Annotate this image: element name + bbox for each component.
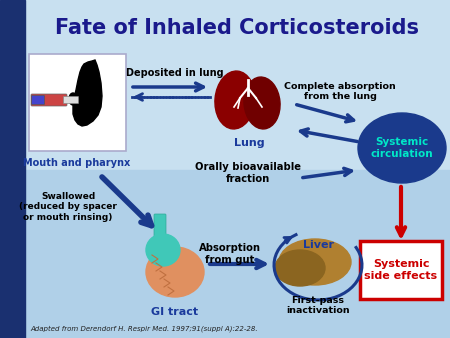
FancyBboxPatch shape bbox=[31, 94, 67, 106]
Text: Deposited in lung: Deposited in lung bbox=[126, 68, 224, 78]
FancyBboxPatch shape bbox=[32, 96, 45, 104]
FancyBboxPatch shape bbox=[29, 54, 126, 151]
Ellipse shape bbox=[244, 77, 280, 129]
Text: Systemic
circulation: Systemic circulation bbox=[371, 137, 433, 159]
FancyBboxPatch shape bbox=[154, 214, 166, 238]
Ellipse shape bbox=[146, 247, 204, 297]
Text: Liver: Liver bbox=[302, 240, 333, 250]
Text: Lung: Lung bbox=[234, 138, 264, 148]
Ellipse shape bbox=[358, 113, 446, 183]
Text: Orally bioavailable
fraction: Orally bioavailable fraction bbox=[195, 162, 301, 184]
Bar bbox=[0, 170, 450, 338]
Bar bbox=[0, 0, 25, 338]
Ellipse shape bbox=[69, 93, 77, 105]
FancyBboxPatch shape bbox=[63, 97, 78, 103]
Text: Absorption
from gut: Absorption from gut bbox=[199, 243, 261, 265]
Ellipse shape bbox=[275, 250, 325, 286]
Text: Adapted from Derendorf H. Respir Med. 1997;91(suppl A):22-28.: Adapted from Derendorf H. Respir Med. 19… bbox=[30, 325, 257, 332]
Ellipse shape bbox=[146, 234, 180, 266]
Text: Complete absorption
from the lung: Complete absorption from the lung bbox=[284, 82, 396, 101]
Text: Swallowed
(reduced by spacer
or mouth rinsing): Swallowed (reduced by spacer or mouth ri… bbox=[19, 192, 117, 222]
Text: First-pass
inactivation: First-pass inactivation bbox=[286, 296, 350, 315]
FancyBboxPatch shape bbox=[360, 241, 442, 299]
Text: Systemic
side effects: Systemic side effects bbox=[364, 259, 437, 281]
Text: GI tract: GI tract bbox=[152, 307, 198, 317]
Ellipse shape bbox=[215, 71, 255, 129]
Text: Mouth and pharynx: Mouth and pharynx bbox=[23, 158, 130, 168]
Ellipse shape bbox=[279, 239, 351, 285]
Polygon shape bbox=[73, 60, 102, 126]
Text: Fate of Inhaled Corticosteroids: Fate of Inhaled Corticosteroids bbox=[55, 18, 419, 38]
